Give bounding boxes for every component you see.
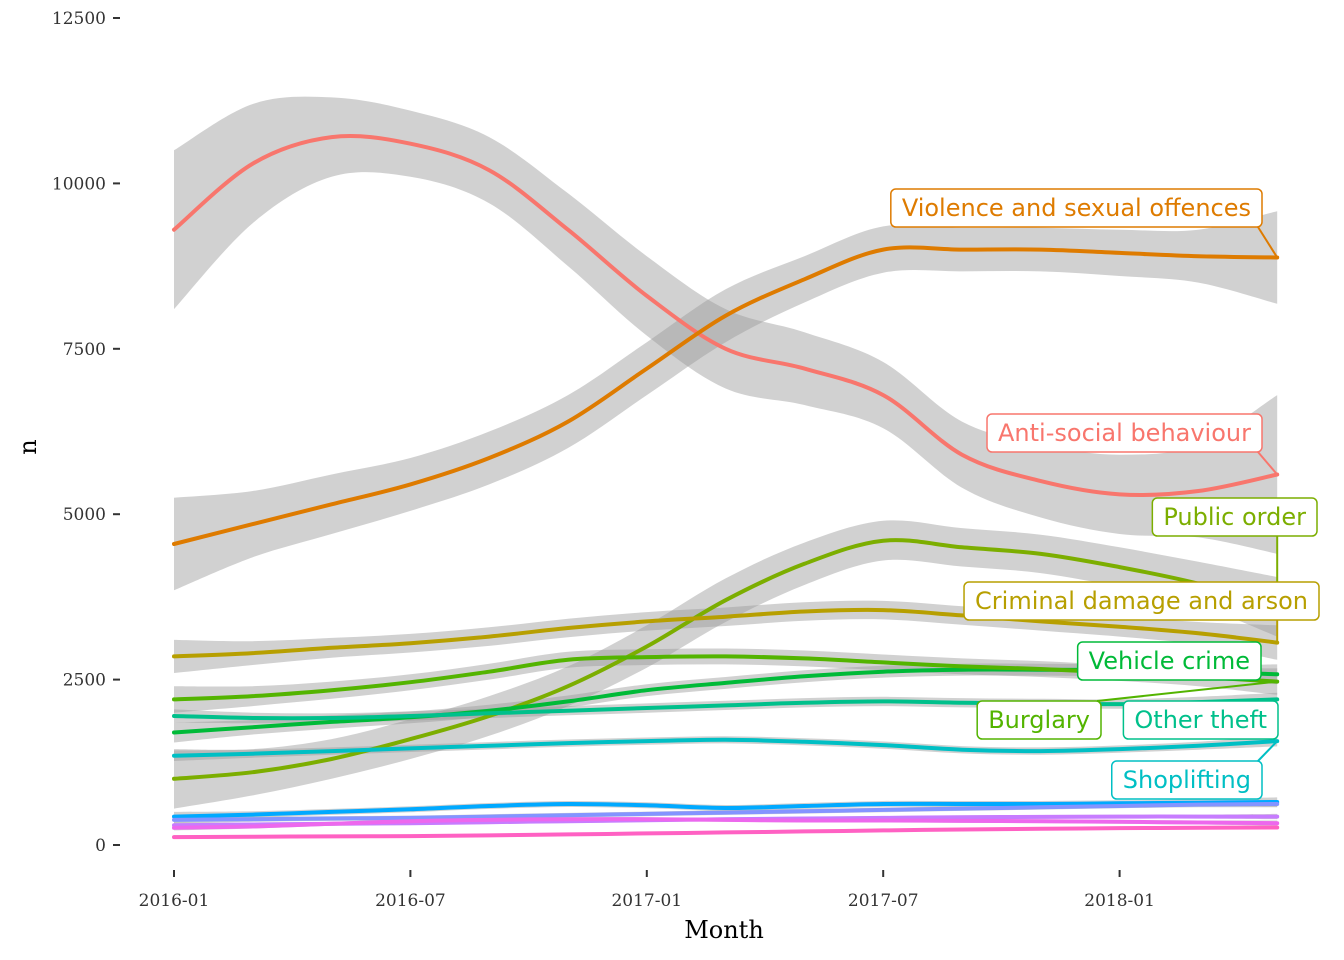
series-label-box [1122,700,1279,740]
y-tick-label: 0 [95,836,106,856]
series-label-box [1076,641,1262,681]
series-line-9 [172,802,1280,822]
series-line-7 [172,737,1280,758]
confidence-band-2 [174,520,1278,809]
series-label: Vehicle crime [1076,641,1262,681]
x-tick-label: 2017-07 [848,891,919,911]
series-line-11 [172,817,1280,830]
series-label: Anti-social behaviour [986,413,1278,476]
series-label-text: Anti-social behaviour [998,419,1251,447]
series-label-box [963,581,1320,621]
series-line-0 [172,133,1280,498]
series-label-text: Criminal damage and arson [975,587,1308,615]
x-axis-title: Month [684,916,764,944]
x-tick-label: 2016-07 [375,891,446,911]
series-label: Criminal damage and arson [963,581,1320,643]
y-tick-label: 7500 [63,340,106,360]
series-line-1 [172,245,1280,546]
series-label-leader [1257,451,1278,476]
series-label-leader [1257,740,1278,762]
series-label-text: Vehicle crime [1089,647,1250,675]
series-labels: Violence and sexual offences Anti-social … [890,188,1320,800]
series-label-leader [1257,226,1279,259]
x-axis: 2016-01 2016-07 2017-01 2017-07 2018-01 [139,870,1155,911]
series-label: Other theft [1122,700,1279,740]
y-tick-label: 5000 [63,505,106,525]
series-label-text: Public order [1163,503,1306,531]
y-axis: 0 2500 5000 7500 10000 12500 [52,9,120,856]
series-label: Burglary [976,680,1278,740]
series-label-box [1151,497,1318,537]
series-label: Violence and sexual offences [890,188,1279,259]
confidence-band-5 [174,648,1278,713]
y-tick-label: 10000 [52,174,106,194]
series-line-3 [172,607,1280,659]
x-tick-label: 2017-01 [611,891,682,911]
series-line-12 [172,825,1280,840]
x-tick-label: 2016-01 [139,891,210,911]
confidence-band-1 [174,211,1278,591]
series-label-box [976,700,1102,740]
series-label: Shoplifting [1111,740,1278,800]
y-tick-label: 12500 [52,9,106,29]
series-line-8 [172,800,1280,819]
series-label-text: Burglary [988,706,1090,734]
y-axis-title: n [14,439,42,454]
series-label-box [1111,760,1263,800]
y-tick-label: 2500 [63,671,106,691]
series-label-leader [1096,680,1278,702]
x-tick-label: 2018-01 [1084,891,1155,911]
series-label: Public order [1151,497,1318,607]
series-label-text: Violence and sexual offences [902,194,1251,222]
series-label-box [986,413,1263,453]
series-label-text: Shoplifting [1123,766,1251,794]
series-label-box [890,188,1263,228]
series-label-text: Other theft [1134,706,1267,734]
